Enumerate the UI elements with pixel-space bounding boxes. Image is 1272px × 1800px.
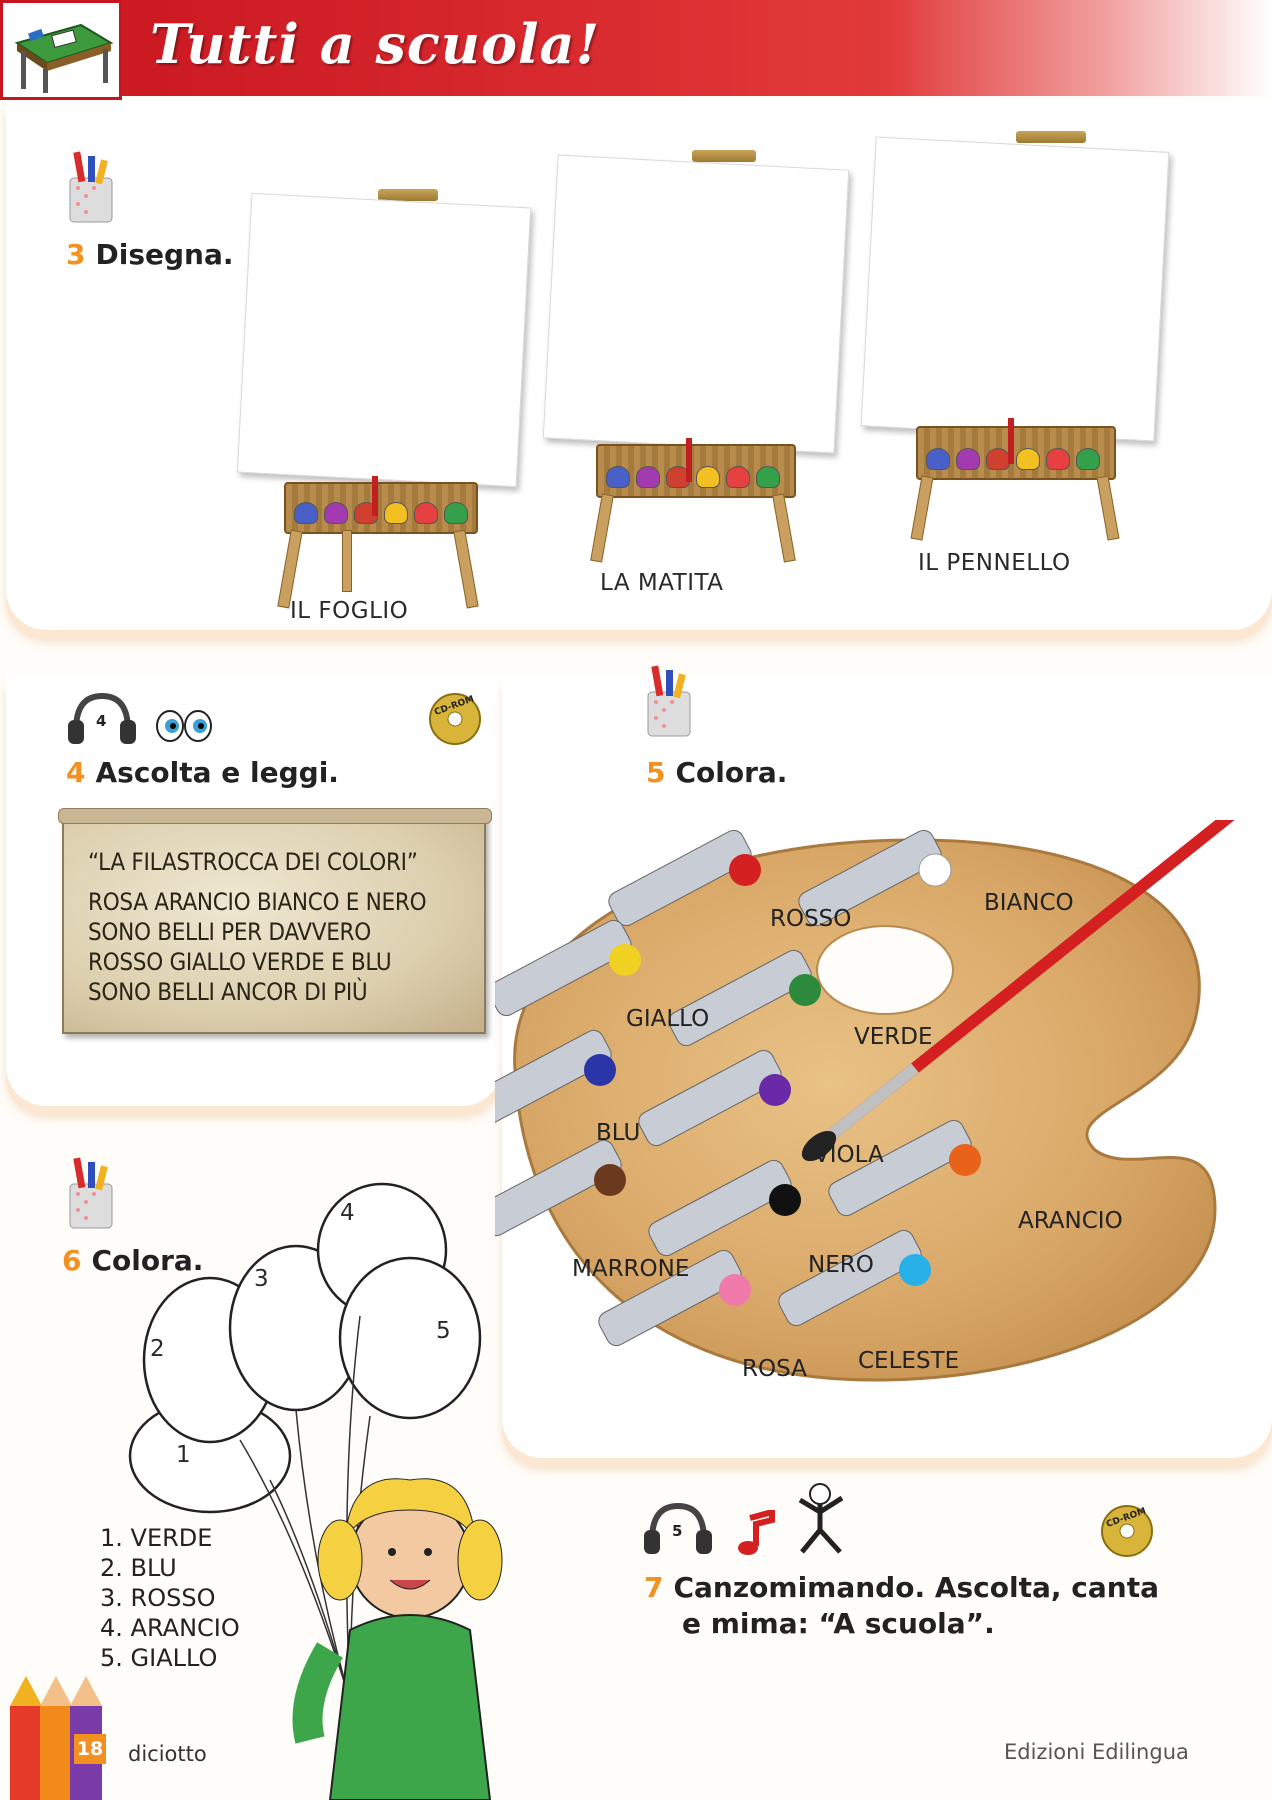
audio-track-number: 5: [672, 1522, 683, 1540]
paintbrush: [1008, 418, 1014, 464]
color-label-bianco: BIANCO: [984, 890, 1074, 916]
exercise-6-title: 6 Colora.: [62, 1244, 203, 1277]
poem-scroll: “LA FILASTROCCA DEI COLORI” ROSA ARANCIO…: [58, 808, 492, 1034]
drawing-canvas[interactable]: [236, 192, 532, 488]
exercise-6-number: 6: [62, 1244, 82, 1277]
paint-tube-viola: [638, 1049, 791, 1147]
exercise-3-instruction: Disegna.: [95, 238, 234, 271]
color-label-arancio: ARANCIO: [1018, 1208, 1123, 1234]
color-label-rosa: ROSA: [742, 1356, 807, 1382]
pencil-cup-icon: [640, 662, 698, 744]
paintbrush: [372, 476, 378, 516]
balloons-drawing: [128, 1182, 503, 1800]
headphones-icon: [66, 690, 138, 750]
balloon-number-5: 5: [436, 1318, 452, 1344]
cd-rom-icon[interactable]: CD-ROM: [1100, 1504, 1154, 1562]
exercise-7-number: 7: [644, 1571, 664, 1604]
paint-tube-giallo: [495, 919, 641, 1017]
easel-label-matita: LA MATITA: [600, 570, 724, 596]
paint-palette: [495, 820, 1235, 1382]
scroll-roll-top: [58, 808, 492, 824]
color-label-nero: NERO: [808, 1252, 874, 1278]
cd-rom-icon[interactable]: CD-ROM: [428, 692, 482, 750]
balloon-number-2: 2: [150, 1336, 166, 1362]
publisher-name: Edizioni Edilingua: [1004, 1740, 1189, 1764]
paint-pots: [606, 466, 796, 488]
color-label-blu: BLU: [596, 1120, 641, 1146]
color-label-rosso: ROSSO: [770, 906, 852, 932]
poem-title: “LA FILASTROCCA DEI COLORI”: [88, 848, 418, 876]
drawing-canvas[interactable]: [542, 154, 850, 454]
audio-track-number: 4: [96, 712, 107, 730]
paint-tube-arancio: [828, 1119, 981, 1217]
color-list-item-3: 3. ROSSO: [100, 1584, 216, 1612]
exercise-3-title: 3 Disegna.: [66, 238, 234, 271]
exercise-7-instruction-line2: e mima: “A scuola”.: [682, 1607, 995, 1640]
paint-tube-nero: [648, 1159, 801, 1257]
page-number-word: diciotto: [128, 1742, 207, 1766]
dancing-man-icon: [790, 1480, 850, 1560]
page-number: 18: [74, 1734, 106, 1764]
color-list-item-4: 4. ARANCIO: [100, 1614, 240, 1642]
school-desk-icon: [0, 0, 122, 100]
color-label-giallo: GIALLO: [626, 1006, 710, 1032]
easel-label-pennello: IL PENNELLO: [918, 550, 1071, 576]
paint-tube-rosso: [608, 829, 761, 927]
paint-pots: [926, 448, 1116, 470]
balloon-number-4: 4: [340, 1200, 356, 1226]
exercise-6-instruction: Colora.: [91, 1244, 204, 1277]
color-label-verde: VERDE: [854, 1024, 933, 1050]
color-label-viola: VIOLA: [814, 1142, 884, 1168]
paint-tube-celeste: [778, 1229, 931, 1327]
paint-pots: [294, 502, 474, 524]
paint-tube-rosa: [598, 1249, 751, 1347]
color-list-item-5: 5. GIALLO: [100, 1644, 218, 1672]
paint-tube-marrone: [495, 1139, 626, 1237]
colored-pencils-icon: [10, 1676, 102, 1800]
page-title: Tutti a scuola!: [150, 12, 601, 76]
balloon-number-3: 3: [254, 1266, 270, 1292]
drawing-canvas[interactable]: [860, 136, 1170, 442]
poem-line-3: ROSSO GIALLO VERDE E BLU: [88, 948, 392, 976]
poem-line-2: SONO BELLI PER DAVVERO: [88, 918, 371, 946]
exercise-4-number: 4: [66, 756, 86, 789]
paint-tube-verde: [668, 949, 821, 1047]
easel-foglio[interactable]: [232, 186, 532, 609]
page-header: [0, 0, 1272, 96]
color-list-item-2: 2. BLU: [100, 1554, 177, 1582]
exercise-5-title: 5 Colora.: [646, 756, 787, 789]
easel-label-foglio: IL FOGLIO: [290, 598, 409, 624]
pencil-cup-icon: [62, 148, 120, 230]
easel-clip: [1016, 131, 1086, 143]
exercise-7-title: 7 Canzomimando. Ascolta, canta e mima: “A…: [644, 1570, 1159, 1642]
paint-tube-bianco: [798, 829, 952, 927]
music-note-icon: [736, 1508, 776, 1560]
exercise-4-instruction: Ascolta e leggi.: [95, 756, 339, 789]
pencil-cup-icon: [62, 1154, 120, 1236]
eyes-icon: [154, 706, 214, 748]
exercise-3-number: 3: [66, 238, 86, 271]
girl-illustration: [292, 1478, 503, 1800]
exercise-4-title: 4 Ascolta e leggi.: [66, 756, 339, 789]
headphones-icon: [642, 1500, 714, 1560]
exercise-5-number: 5: [646, 756, 666, 789]
balloon-number-1: 1: [176, 1442, 192, 1468]
poem-line-1: ROSA ARANCIO BIANCO E NERO: [88, 888, 427, 916]
color-label-celeste: CELESTE: [858, 1348, 960, 1374]
exercise-7-instruction-line1: Canzomimando. Ascolta, canta: [673, 1571, 1159, 1604]
poem-line-4: SONO BELLI ANCOR DI PIÙ: [88, 978, 368, 1006]
paintbrush: [686, 438, 692, 482]
easel-clip: [378, 189, 438, 201]
color-list-item-1: 1. VERDE: [100, 1524, 213, 1552]
color-label-marrone: MARRONE: [572, 1256, 690, 1282]
exercise-5-instruction: Colora.: [675, 756, 788, 789]
paint-tube-blu: [495, 1029, 616, 1127]
easel-clip: [692, 150, 756, 162]
balloon-5: [338, 1256, 482, 1420]
easel-matita[interactable]: [540, 148, 860, 568]
easel-pennello[interactable]: [858, 128, 1178, 548]
